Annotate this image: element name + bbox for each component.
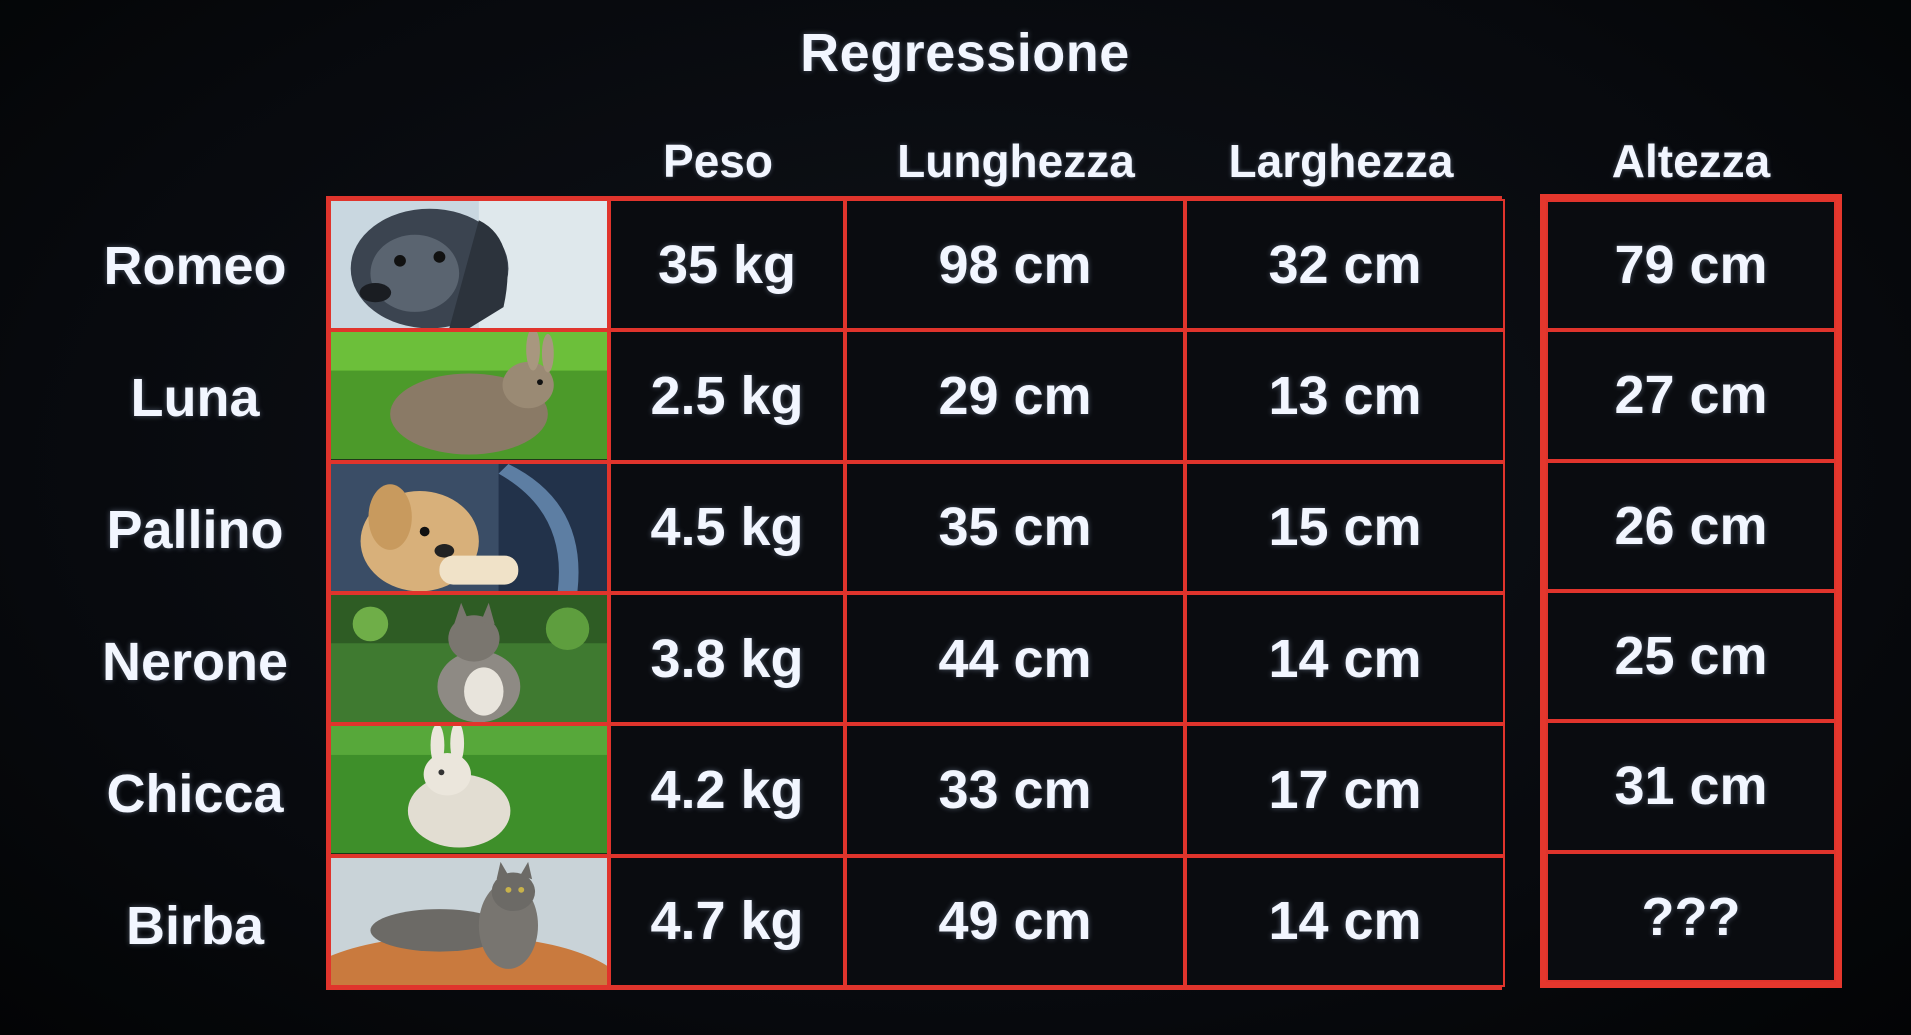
cell-larghezza-luna: 13 cm <box>1185 330 1505 462</box>
row-name-birba: Birba <box>125 896 265 956</box>
cell-larghezza-nerone: 14 cm <box>1185 592 1505 725</box>
cell-peso-chicca: 4.2 kg <box>609 724 845 856</box>
dog-photo <box>329 199 609 331</box>
row-name-pallino: Pallino <box>106 500 284 560</box>
cat-photo <box>329 592 609 725</box>
cell-larghezza-pallino: 15 cm <box>1185 461 1505 593</box>
cell-peso-pallino: 4.5 kg <box>609 461 845 593</box>
cell-altezza-chicca: 31 cm <box>1546 721 1836 852</box>
cat-photo <box>329 855 609 987</box>
header-peso: Peso <box>663 135 773 187</box>
cell-larghezza-romeo: 32 cm <box>1185 199 1505 331</box>
cell-lunghezza-birba: 49 cm <box>845 855 1185 987</box>
rabbit-photo <box>329 724 609 856</box>
cell-lunghezza-romeo: 98 cm <box>845 199 1185 331</box>
puppy-photo <box>329 461 609 593</box>
features-table: 35 kg 98 cm 32 cm 2.5 kg 29 cm 13 cm 4.5… <box>326 196 1505 990</box>
cell-peso-luna: 2.5 kg <box>609 330 845 462</box>
cell-altezza-pallino: 26 cm <box>1546 460 1836 591</box>
cell-lunghezza-pallino: 35 cm <box>845 461 1185 593</box>
slide-title: Regressione <box>800 23 1130 83</box>
cell-peso-nerone: 3.8 kg <box>609 592 845 725</box>
row-name-nerone: Nerone <box>101 632 289 692</box>
cell-peso-birba: 4.7 kg <box>609 855 845 987</box>
row-name-luna: Luna <box>130 368 260 428</box>
header-larghezza: Larghezza <box>1228 135 1454 187</box>
cell-altezza-nerone: 25 cm <box>1546 590 1836 722</box>
cell-lunghezza-chicca: 33 cm <box>845 724 1185 856</box>
cell-altezza-birba: ??? <box>1546 851 1836 982</box>
row-name-chicca: Chicca <box>106 764 284 824</box>
cell-larghezza-chicca: 17 cm <box>1185 724 1505 856</box>
rabbit-photo <box>329 330 609 462</box>
cell-larghezza-birba: 14 cm <box>1185 855 1505 987</box>
row-name-romeo: Romeo <box>103 236 287 296</box>
header-altezza: Altezza <box>1611 135 1771 187</box>
target-column: 79 cm 27 cm 26 cm 25 cm 31 cm ??? <box>1540 194 1842 988</box>
header-lunghezza: Lunghezza <box>897 135 1135 187</box>
cell-altezza-luna: 27 cm <box>1546 330 1836 461</box>
cell-lunghezza-nerone: 44 cm <box>845 592 1185 725</box>
cell-lunghezza-luna: 29 cm <box>845 330 1185 462</box>
cell-altezza-romeo: 79 cm <box>1546 200 1836 331</box>
cell-peso-romeo: 35 kg <box>609 199 845 331</box>
